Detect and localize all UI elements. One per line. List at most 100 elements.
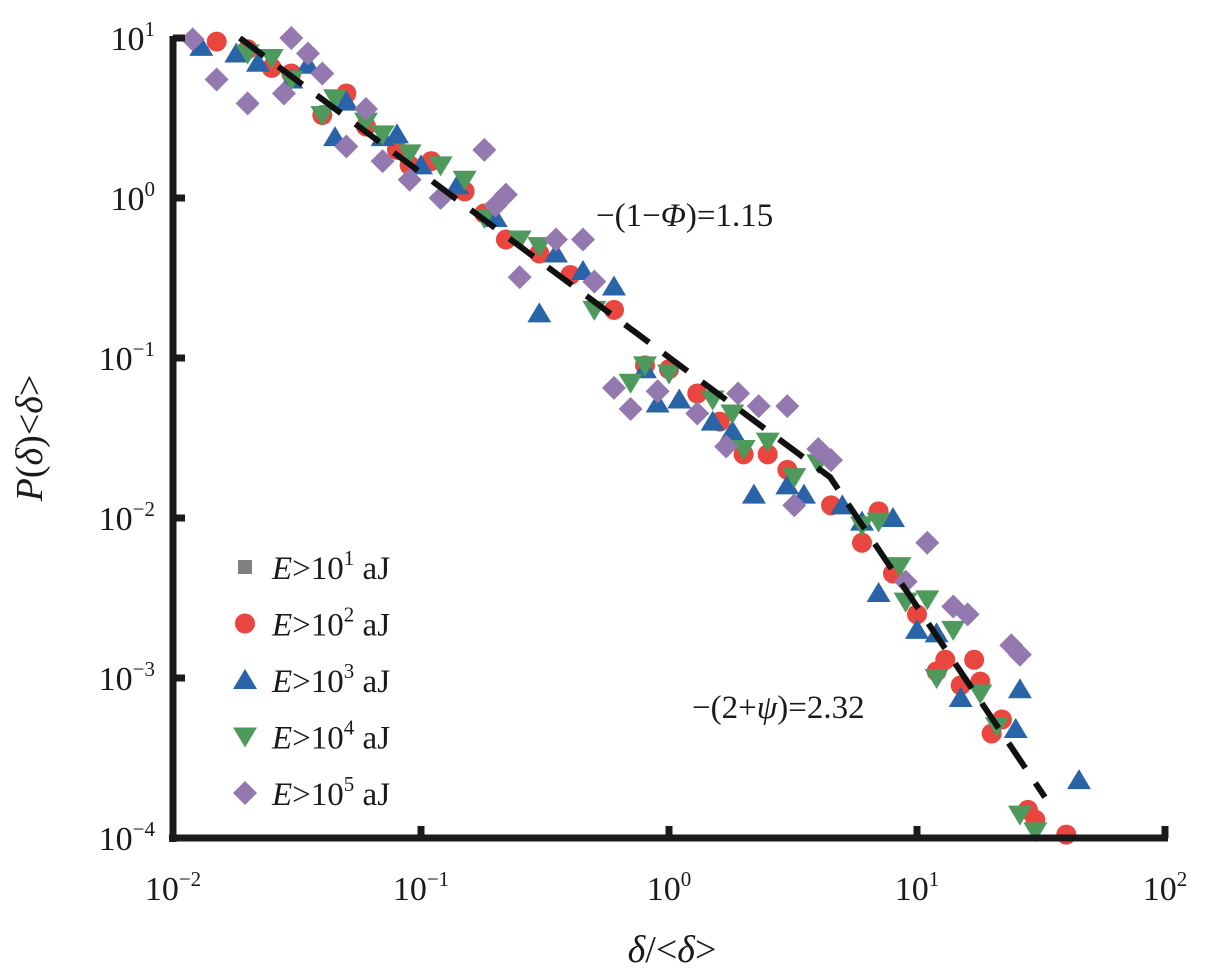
data-point [601,375,626,400]
data-point [887,557,912,578]
data-point [445,174,470,195]
data-point [493,182,518,207]
data-point [667,388,692,409]
data-point [700,410,725,431]
data-point [353,96,378,121]
x-tick-label: 102 [1143,867,1188,908]
data-point [334,134,359,159]
data-point [618,397,643,422]
data-point [204,67,229,92]
data-point [206,31,227,52]
data-point [968,684,993,705]
data-point [880,507,905,527]
data-point [685,401,710,426]
data-point [782,493,807,518]
legend-item: E>102 aJ [235,603,390,644]
data-point [570,259,595,280]
data-point [582,269,607,294]
x-tick-label: 101 [895,867,940,908]
x-tick-label: 100 [647,867,692,908]
data-point [224,42,249,63]
data-point [310,106,335,127]
data-point [507,265,532,290]
data-point [370,149,395,174]
axes [169,34,1169,842]
data-point [755,432,780,453]
data-point [507,230,532,251]
data-point [818,448,843,473]
series-5 [180,26,1032,667]
y-tick-label: 10−3 [99,657,155,698]
data-point [527,237,552,258]
y-axis-label: P(δ)<δ> [9,375,51,503]
legend-marker-triangle-down-icon [233,727,257,748]
data-point [645,379,670,404]
data-point [915,590,940,611]
data-point [1003,718,1028,739]
data-point [924,669,949,689]
data-point [782,468,807,489]
legend-item: E>103 aJ [233,659,390,700]
dashed-fit-line [238,35,1048,799]
data-point [472,137,497,162]
data-point [1007,805,1032,826]
annotations: −(1−Φ)=1.15 −(2+ψ)=2.32 [596,198,865,726]
data-point [955,602,980,627]
data-point [731,439,756,460]
data-point [775,474,800,495]
data-point [618,373,643,394]
data-point [279,26,304,50]
data-point [893,569,918,594]
slope-annotation: −(1−Φ)=1.15 [596,198,773,234]
data-point [322,89,347,110]
data-point [353,112,378,133]
data-point [310,61,335,86]
data-point [601,275,626,296]
data-point [452,170,477,191]
data-point [543,227,568,252]
data-point [757,444,778,465]
data-point [915,530,940,555]
legend-marker-triangle-up-icon [233,669,257,689]
data-point [259,48,284,69]
data-point [245,51,270,72]
data-point [714,434,739,459]
axis-labels: δ/<δ> P(δ)<δ> [9,375,716,971]
data-point [1007,678,1032,699]
data-point [907,604,927,625]
data-point [370,125,395,146]
data-point [189,35,214,56]
legend-marker-square-icon [238,560,252,574]
data-point [935,649,956,670]
data-point [632,356,657,377]
fit-line [238,35,1048,799]
data-point [720,404,745,425]
legend-marker-circle-icon [235,613,255,634]
legend-item: E>104 aJ [233,716,390,757]
y-tick-label: 100 [111,177,156,218]
legend-label: E>104 aJ [271,716,390,757]
tick-labels: 10−2 10−1 100 101 102 101 100 10−1 10−2 10−3 10−4 [99,17,1188,908]
x-tick-label: 10−1 [393,867,449,908]
slope-annotation: −(2+ψ)=2.32 [692,690,865,726]
data-point [964,649,985,670]
data-point [775,394,800,419]
data-point [1023,822,1048,843]
x-axis-label: δ/<δ> [628,929,717,971]
data-point [271,81,296,106]
y-tick-label: 10−2 [99,497,155,538]
data-point [180,27,205,52]
data-point [741,483,766,504]
data-point [295,41,320,66]
legend-item: E>105 aJ [233,772,390,813]
data-point [726,381,751,406]
data-point [905,618,929,639]
data-point [866,581,891,602]
data-point [941,620,966,641]
data-point [397,167,422,192]
y-tick-label: 10−1 [99,337,155,378]
data-point [1066,769,1091,790]
data-point [657,364,681,385]
data-point [866,512,891,533]
data-point [948,686,973,707]
